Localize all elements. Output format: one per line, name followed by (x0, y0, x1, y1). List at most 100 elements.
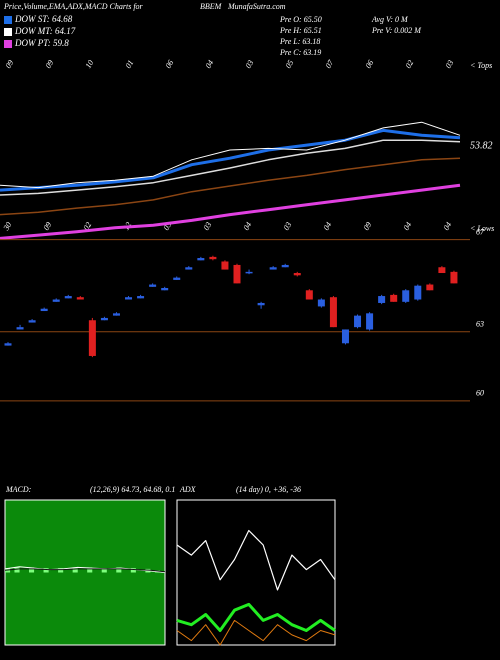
stat: Pre L: 63.18 (279, 37, 320, 46)
date-label: 04 (242, 220, 254, 231)
date-label: 01 (124, 58, 136, 69)
series-line (176, 529, 336, 591)
series-line (176, 602, 336, 632)
candle-body (233, 264, 241, 284)
candle-body (366, 313, 374, 330)
series-line (176, 619, 336, 646)
adx-label: ADX (179, 485, 197, 494)
candle-body (137, 296, 145, 299)
date-label: 10 (84, 58, 96, 69)
candle-body (402, 290, 410, 302)
date-label: 03 (202, 220, 214, 231)
date-label: 30 (1, 220, 13, 232)
date-label: 03 (244, 58, 256, 69)
histogram-bar (29, 567, 35, 573)
legend-label: DOW ST: 64.68 (14, 14, 73, 24)
adx-params: (14 day) 0, +36, -36 (236, 485, 301, 494)
histogram-bar (14, 567, 20, 573)
date-label: 06 (364, 58, 376, 69)
lows-label: < Lows (470, 224, 494, 233)
series-line (0, 128, 461, 192)
histogram-bar (87, 567, 93, 573)
legend-swatch (4, 40, 12, 48)
date-label: 09 (362, 220, 374, 231)
legend: DOW ST: 64.68 DOW MT: 64.17 DOW PT: 59.8 (4, 14, 76, 48)
candle-body (281, 264, 289, 268)
stat: Pre O: 65.50 (279, 15, 322, 24)
date-label: 09 (4, 58, 16, 69)
header-site: MunafaSutra.com (227, 2, 286, 11)
stat: Pre H: 65.51 (279, 26, 322, 35)
stat: Avg V: 0 M (371, 15, 409, 24)
candle-body (390, 294, 398, 302)
candle-body (197, 258, 205, 261)
macd-params: (12,26,9) 64.73, 64.68, 0.1 (90, 485, 175, 494)
series-line (4, 568, 166, 573)
series-line (0, 157, 461, 216)
macd-label: MACD: (5, 485, 32, 494)
series-line (0, 139, 461, 196)
date-label: 04 (204, 58, 216, 69)
date-label: 09 (42, 220, 54, 231)
series-line (0, 183, 461, 240)
candle-body (28, 320, 36, 323)
candle-body (438, 267, 446, 274)
candle-body (257, 302, 265, 306)
stat: Pre V: 0.002 M (371, 26, 422, 35)
candle-body (209, 256, 217, 260)
histogram-bar (101, 568, 107, 573)
histogram-bar (116, 567, 122, 573)
candle-body (245, 271, 253, 274)
candle-body (173, 277, 181, 280)
candle-body (305, 290, 313, 300)
candle-body (450, 271, 458, 284)
candle-body (52, 299, 60, 302)
candle-body (185, 267, 193, 270)
legend-label: DOW MT: 64.17 (14, 26, 76, 36)
header-symbol: BBEM (200, 2, 223, 11)
histogram-bar (58, 568, 64, 573)
date-label: 05 (284, 58, 296, 69)
date-label: 03 (282, 220, 294, 231)
candle-body (88, 320, 96, 356)
candle-body (4, 343, 12, 346)
date-label: 02 (404, 58, 416, 69)
candle-body (378, 296, 386, 303)
date-label: 07 (324, 58, 336, 70)
candle-body (414, 285, 422, 300)
tops-label: < Tops (470, 61, 492, 70)
candle-body (16, 327, 24, 330)
histogram-bar (130, 568, 136, 573)
candle-body (161, 287, 169, 291)
date-label: 03 (162, 220, 174, 231)
histogram-bar (72, 567, 78, 573)
date-label: 09 (44, 58, 56, 69)
candle-body (40, 308, 48, 312)
legend-label: DOW PT: 59.8 (14, 38, 69, 48)
panel-background (176, 499, 336, 646)
candle-body (64, 296, 72, 299)
series-line (0, 121, 461, 189)
y-tick-label: 67 (476, 227, 485, 236)
legend-swatch (4, 16, 12, 24)
candle-body (125, 297, 133, 300)
candle-body (354, 315, 362, 328)
y-tick-label: 63 (476, 320, 484, 329)
candle-body (341, 329, 349, 344)
legend-swatch (4, 28, 12, 36)
candle-body (76, 297, 84, 300)
date-label: 04 (322, 220, 334, 231)
y-tick-label: 60 (476, 389, 484, 398)
candle-body (426, 284, 434, 291)
candle-body (329, 297, 337, 328)
candle-body (221, 261, 229, 270)
date-label: 02 (82, 220, 94, 231)
candle-body (100, 317, 108, 321)
date-label: 03 (444, 58, 456, 69)
header-title: Price,Volume,EMA,ADX,MACD Charts for (3, 2, 144, 11)
candle-body (112, 313, 120, 316)
histogram-bar (43, 568, 49, 573)
last-value-label: 53.82 (470, 140, 493, 151)
